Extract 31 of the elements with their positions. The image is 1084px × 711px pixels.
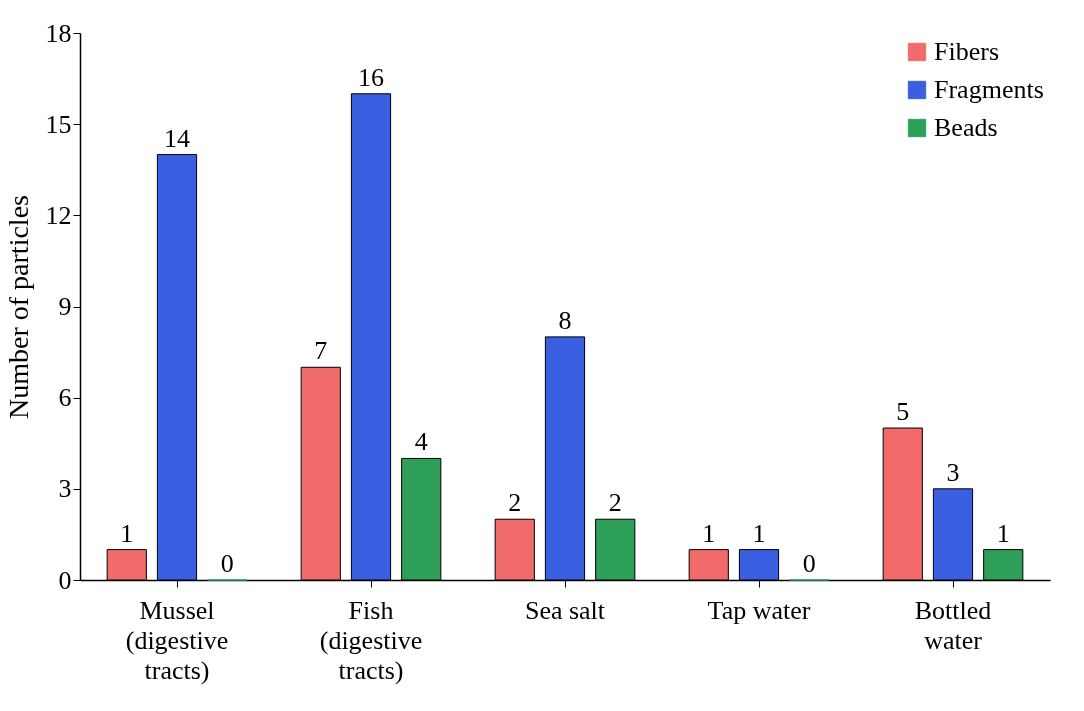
- legend-label: Fragments: [934, 75, 1044, 104]
- data-label: 1: [120, 518, 134, 548]
- data-label: 0: [802, 549, 816, 578]
- y-tick-label: 0: [58, 565, 72, 595]
- data-label: 14: [164, 123, 190, 153]
- legend-label: Fibers: [934, 37, 999, 66]
- y-tick-label: 6: [58, 383, 72, 413]
- y-tick-label: 3: [58, 474, 72, 504]
- y-tick-label: 15: [45, 109, 72, 139]
- data-label: 1: [752, 518, 766, 548]
- x-tick-label: Mussel (digestive tracts): [125, 595, 229, 685]
- data-label: 16: [358, 62, 384, 92]
- x-tick-label: Sea salt: [524, 595, 606, 625]
- data-label: 8: [558, 305, 572, 335]
- data-label: 5: [896, 397, 910, 427]
- y-tick-label: 18: [45, 18, 72, 48]
- x-tick-label: Bottled water: [914, 595, 992, 655]
- data-label: 2: [608, 488, 622, 518]
- y-tick-label: 12: [45, 200, 72, 230]
- x-tick-label: Tap water: [707, 595, 811, 625]
- data-label: 2: [508, 488, 522, 518]
- y-axis-title: Number of particles: [2, 195, 34, 419]
- data-label: 3: [946, 457, 960, 487]
- data-label: 0: [220, 549, 234, 578]
- x-tick-label: Fish (digestive tracts): [319, 595, 423, 685]
- data-label: 1: [996, 518, 1010, 548]
- data-label: 7: [314, 336, 328, 366]
- data-label: 4: [414, 427, 428, 457]
- data-label: 1: [702, 518, 716, 548]
- y-tick-label: 9: [58, 292, 72, 321]
- legend-label: Beads: [934, 113, 998, 142]
